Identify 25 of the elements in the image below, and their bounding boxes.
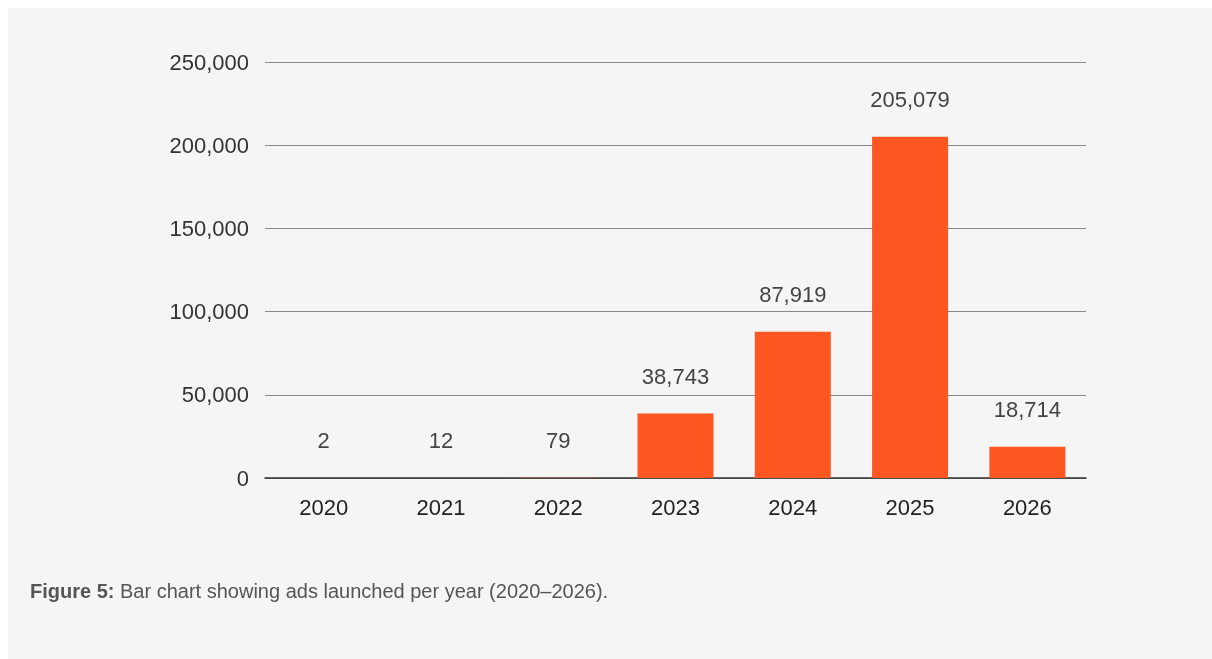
x-tick-label: 2026 <box>1002 494 1052 520</box>
bar <box>989 446 1066 478</box>
data-label: 38,743 <box>641 364 710 390</box>
y-tick-label: 250,000 <box>169 49 249 75</box>
x-tick-label: 2021 <box>416 494 466 520</box>
x-tick-label: 2025 <box>885 494 935 520</box>
y-tick-label: 100,000 <box>169 299 249 325</box>
y-tick-label: 0 <box>236 465 249 491</box>
data-label: 2 <box>317 428 330 454</box>
x-tick-label: 2022 <box>533 494 583 520</box>
y-tick-label: 200,000 <box>169 132 249 158</box>
caption: Figure 5: Bar chart showing ads launched per year (2020–2026). <box>30 580 609 603</box>
y-tick-label: 50,000 <box>181 382 249 408</box>
x-tick-label: 2020 <box>299 494 349 520</box>
data-label: 79 <box>545 428 571 454</box>
bar <box>637 413 714 478</box>
bar <box>872 136 949 478</box>
data-label: 18,714 <box>993 397 1062 423</box>
data-label: 87,919 <box>759 282 827 308</box>
x-tick-label: 2023 <box>651 494 700 520</box>
y-tick-label: 150,000 <box>169 215 249 241</box>
bar <box>754 331 831 478</box>
x-tick-label: 2024 <box>768 494 818 520</box>
data-label: 12 <box>428 428 454 454</box>
data-label: 205,079 <box>870 87 950 113</box>
